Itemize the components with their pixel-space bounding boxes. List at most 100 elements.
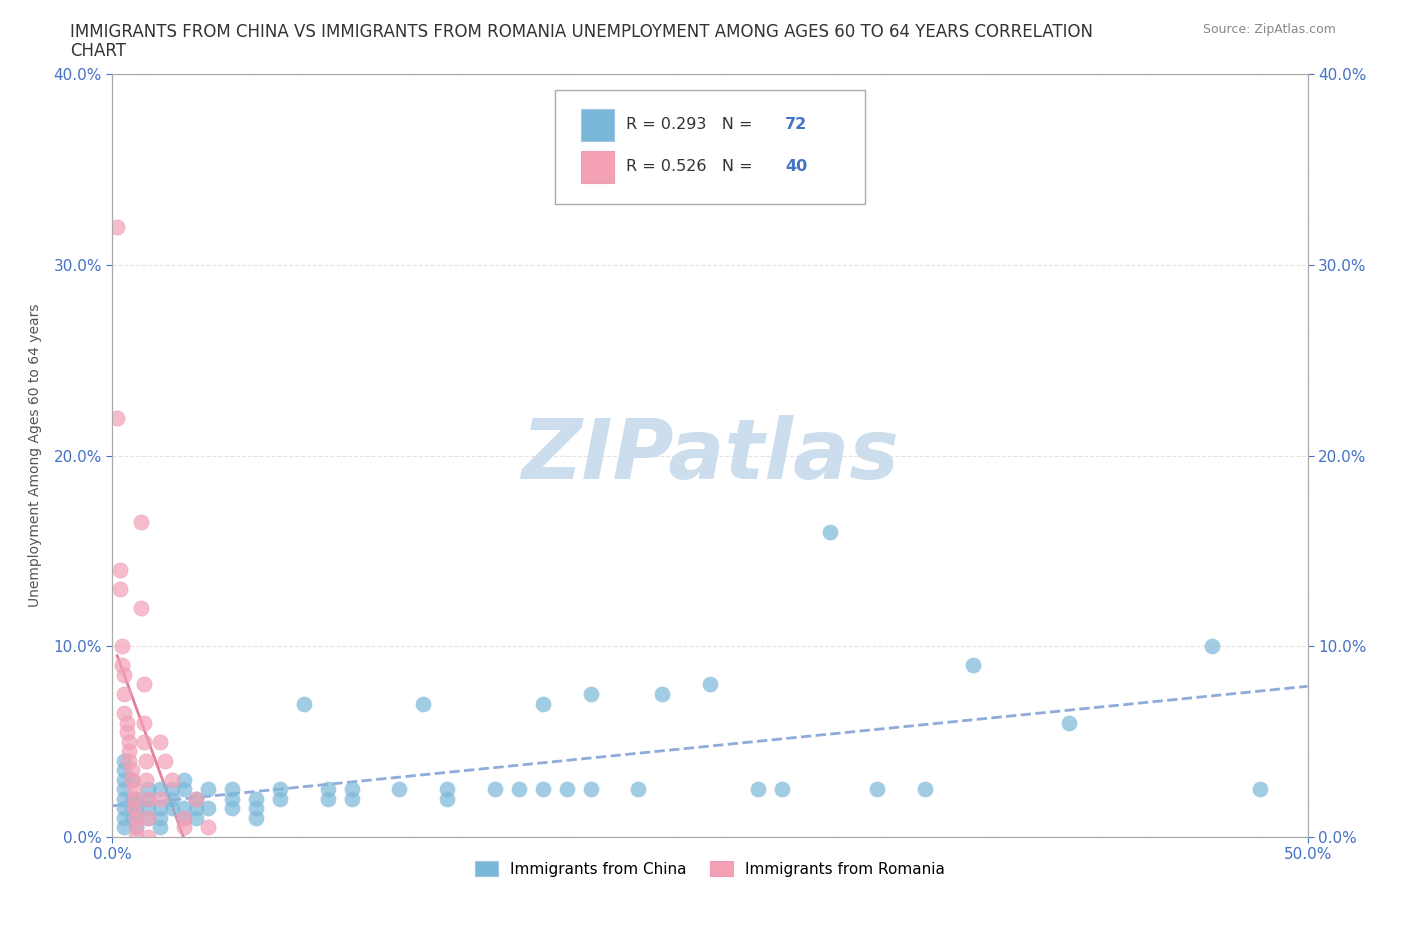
Point <box>122 782 145 797</box>
Point <box>531 782 554 797</box>
Point <box>579 782 602 797</box>
Point <box>129 601 152 616</box>
Point <box>125 830 148 844</box>
Point <box>186 801 208 816</box>
Point <box>125 820 148 835</box>
Point <box>1201 639 1223 654</box>
Point <box>114 782 135 797</box>
Point <box>114 763 135 777</box>
Point <box>531 696 554 711</box>
Point <box>770 782 793 797</box>
Text: IMMIGRANTS FROM CHINA VS IMMIGRANTS FROM ROMANIA UNEMPLOYMENT AMONG AGES 60 TO 6: IMMIGRANTS FROM CHINA VS IMMIGRANTS FROM… <box>70 23 1094 41</box>
Point <box>135 753 157 768</box>
Point <box>138 791 160 806</box>
Point <box>173 811 195 826</box>
Point <box>1249 782 1271 797</box>
Point <box>316 791 339 806</box>
Point <box>186 811 208 826</box>
FancyBboxPatch shape <box>581 151 614 182</box>
Point <box>132 715 155 730</box>
Point <box>111 639 134 654</box>
Point <box>221 782 243 797</box>
Point <box>245 791 267 806</box>
Text: 40: 40 <box>786 159 807 174</box>
Point <box>162 782 183 797</box>
Point <box>122 791 145 806</box>
Text: R = 0.526   N =: R = 0.526 N = <box>627 159 758 174</box>
Point <box>138 830 160 844</box>
Point <box>114 753 135 768</box>
Point <box>125 811 148 826</box>
Point <box>651 686 673 701</box>
Y-axis label: Unemployment Among Ages 60 to 64 years: Unemployment Among Ages 60 to 64 years <box>28 304 42 607</box>
Point <box>818 525 841 539</box>
Legend: Immigrants from China, Immigrants from Romania: Immigrants from China, Immigrants from R… <box>470 855 950 883</box>
Point <box>340 791 363 806</box>
Point <box>197 801 219 816</box>
Point <box>149 782 172 797</box>
Point <box>108 582 131 597</box>
Point <box>197 782 219 797</box>
Point <box>118 744 141 759</box>
Point <box>747 782 769 797</box>
Point <box>914 782 936 797</box>
Point <box>105 219 128 234</box>
Point <box>138 782 160 797</box>
Point <box>114 706 135 721</box>
Point <box>125 791 148 806</box>
Point <box>108 563 131 578</box>
Point <box>129 515 152 530</box>
Point <box>135 772 157 787</box>
Point <box>122 801 145 816</box>
Point <box>114 811 135 826</box>
FancyBboxPatch shape <box>554 89 866 204</box>
Point <box>114 686 135 701</box>
Point <box>121 763 143 777</box>
Text: CHART: CHART <box>70 42 127 60</box>
Point <box>340 782 363 797</box>
Point <box>125 811 148 826</box>
Point <box>138 791 160 806</box>
Point <box>627 782 650 797</box>
Point <box>118 735 141 750</box>
Point <box>125 820 148 835</box>
Point <box>412 696 434 711</box>
Point <box>484 782 506 797</box>
Point <box>162 791 183 806</box>
Point <box>138 811 160 826</box>
Text: Source: ZipAtlas.com: Source: ZipAtlas.com <box>1202 23 1336 36</box>
Point <box>118 753 141 768</box>
Point <box>866 782 889 797</box>
Point <box>125 801 148 816</box>
Point <box>508 782 530 797</box>
Point <box>388 782 411 797</box>
Point <box>105 410 128 425</box>
Point <box>121 791 143 806</box>
Point <box>221 791 243 806</box>
Point <box>245 811 267 826</box>
Point <box>962 658 984 673</box>
Point <box>221 801 243 816</box>
Point <box>138 801 160 816</box>
FancyBboxPatch shape <box>581 109 614 140</box>
Point <box>173 811 195 826</box>
Point <box>132 735 155 750</box>
Point <box>555 782 578 797</box>
Point <box>173 772 195 787</box>
Point <box>149 811 172 826</box>
Point <box>173 801 195 816</box>
Point <box>436 791 458 806</box>
Point <box>292 696 315 711</box>
Point <box>115 724 138 739</box>
Point <box>186 791 208 806</box>
Point <box>1057 715 1080 730</box>
Point <box>316 782 339 797</box>
Point <box>115 715 138 730</box>
Point <box>149 801 172 816</box>
Point <box>197 820 219 835</box>
Point <box>269 782 291 797</box>
Point <box>114 772 135 787</box>
Point <box>149 791 172 806</box>
Point <box>138 811 160 826</box>
Point <box>121 801 143 816</box>
